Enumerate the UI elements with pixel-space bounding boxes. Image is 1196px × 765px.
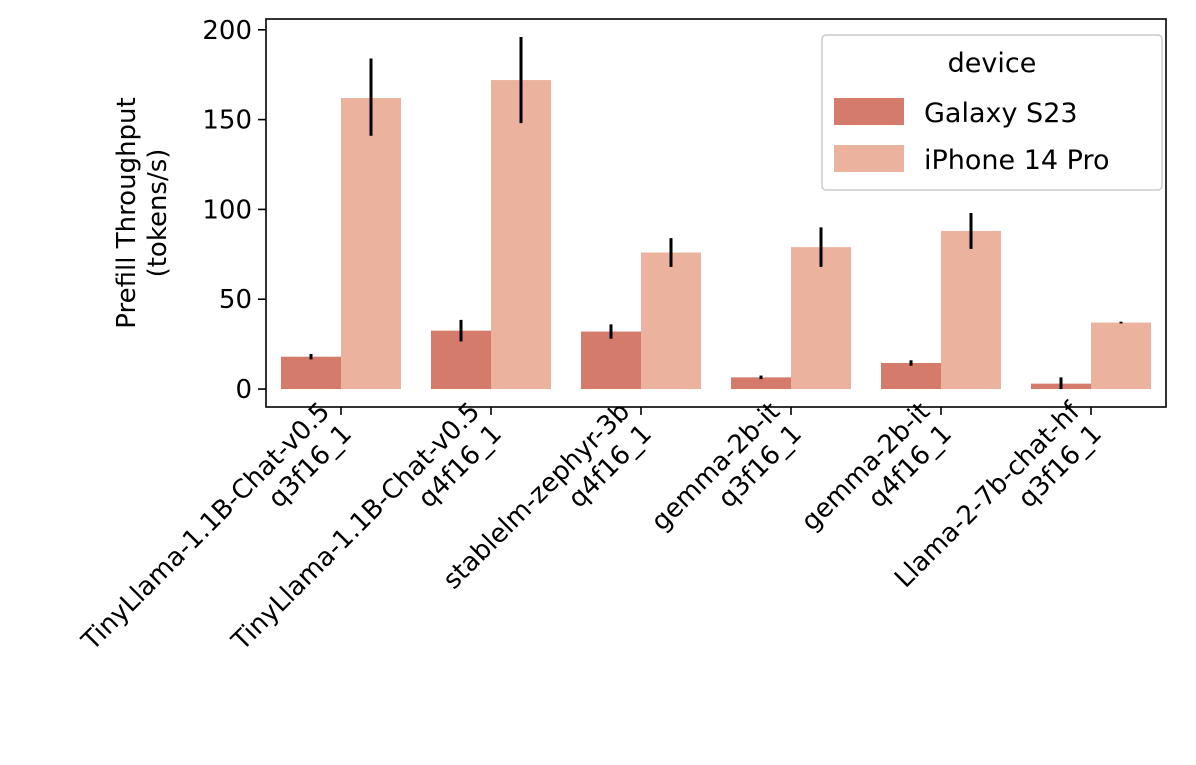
y-tick-label: 0	[235, 375, 252, 405]
legend-label: iPhone 14 Pro	[924, 145, 1110, 176]
legend-swatch	[834, 145, 904, 172]
bar	[491, 80, 551, 390]
bar	[341, 98, 401, 390]
legend-title: device	[948, 48, 1037, 79]
y-tick-label: 200	[202, 16, 252, 46]
legend-label: Galaxy S23	[924, 98, 1078, 129]
bar	[581, 331, 641, 390]
legend: device Galaxy S23 iPhone 14 Pro	[821, 34, 1163, 191]
x-axis: TinyLlama-1.1B-Chat-v0.5q3f16_1TinyLlama…	[76, 396, 1108, 657]
legend-box	[821, 34, 1163, 191]
y-axis-label-line: Prefill Throughput	[112, 97, 142, 328]
bars-layer	[281, 80, 1151, 390]
y-tick-label: 100	[202, 195, 252, 225]
y-tick-label: 150	[202, 106, 252, 136]
y-axis: 0 50 100 150 200	[202, 16, 266, 405]
bar	[641, 252, 701, 390]
y-axis-label: Prefill Throughput(tokens/s)	[112, 97, 173, 328]
bar	[791, 247, 851, 390]
y-axis-label-line: (tokens/s)	[143, 149, 173, 278]
legend-swatch	[834, 98, 904, 125]
bar	[281, 356, 341, 390]
bar	[941, 230, 1001, 390]
error-bars-layer	[309, 36, 1123, 390]
plot-frame	[265, 18, 1167, 408]
x-tick-label: TinyLlama-1.1B-Chat-v0.5	[76, 397, 336, 657]
bar	[881, 362, 941, 390]
bar	[1091, 322, 1151, 390]
y-tick-label: 50	[219, 285, 252, 315]
bar	[731, 377, 791, 390]
x-tick-label: TinyLlama-1.1B-Chat-v0.5	[226, 397, 486, 657]
